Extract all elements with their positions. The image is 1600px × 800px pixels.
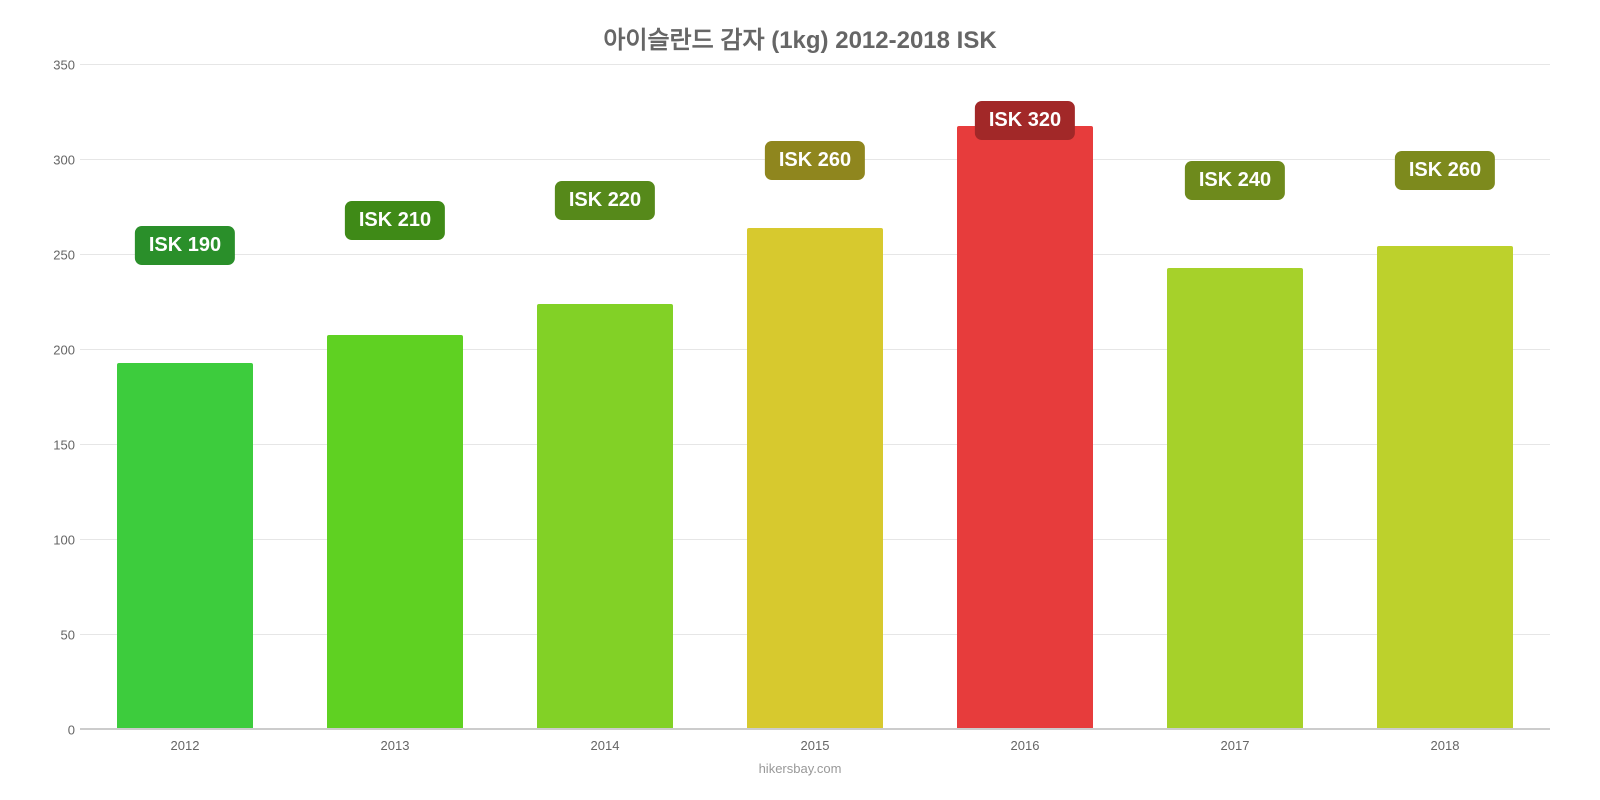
y-tick: 200 bbox=[40, 343, 75, 358]
bar-value-label: ISK 240 bbox=[1185, 161, 1285, 200]
bar-value-label: ISK 260 bbox=[1395, 151, 1495, 190]
y-tick: 50 bbox=[40, 628, 75, 643]
bar bbox=[747, 228, 883, 730]
bar-value-label: ISK 220 bbox=[555, 181, 655, 220]
x-label: 2016 bbox=[937, 738, 1113, 753]
source-text: hikersbay.com bbox=[40, 761, 1560, 776]
bar-group: ISK 190 bbox=[97, 65, 273, 730]
bar-value-label: ISK 210 bbox=[345, 201, 445, 240]
x-label: 2018 bbox=[1357, 738, 1533, 753]
x-label: 2013 bbox=[307, 738, 483, 753]
x-baseline bbox=[80, 728, 1550, 730]
bar bbox=[117, 363, 253, 730]
plot-area: 050100150200250300350 ISK 190ISK 210ISK … bbox=[80, 65, 1550, 730]
bar-group: ISK 320 bbox=[937, 65, 1113, 730]
y-tick: 100 bbox=[40, 533, 75, 548]
bar bbox=[957, 126, 1093, 730]
bar-value-label: ISK 260 bbox=[765, 141, 865, 180]
y-tick: 350 bbox=[40, 58, 75, 73]
bar-group: ISK 260 bbox=[1357, 65, 1533, 730]
bar-group: ISK 210 bbox=[307, 65, 483, 730]
y-tick: 250 bbox=[40, 248, 75, 263]
bar-value-label: ISK 320 bbox=[975, 101, 1075, 140]
x-label: 2014 bbox=[517, 738, 693, 753]
x-label: 2012 bbox=[97, 738, 273, 753]
bar bbox=[327, 335, 463, 730]
y-tick: 0 bbox=[40, 723, 75, 738]
x-label: 2015 bbox=[727, 738, 903, 753]
bar-group: ISK 260 bbox=[727, 65, 903, 730]
bar-value-label: ISK 190 bbox=[135, 226, 235, 265]
chart-title: 아이슬란드 감자 (1kg) 2012-2018 ISK bbox=[40, 20, 1560, 55]
bar-group: ISK 220 bbox=[517, 65, 693, 730]
bar-group: ISK 240 bbox=[1147, 65, 1323, 730]
bar bbox=[1167, 268, 1303, 730]
bar bbox=[537, 304, 673, 730]
bar bbox=[1377, 246, 1513, 731]
bars-area: ISK 190 ISK 210 ISK 220 ISK 260 ISK 320 ISK 2… bbox=[80, 65, 1550, 730]
y-tick: 300 bbox=[40, 153, 75, 168]
x-labels: 2012 2013 2014 2015 2016 2017 2018 bbox=[80, 738, 1550, 753]
x-label: 2017 bbox=[1147, 738, 1323, 753]
y-axis: 050100150200250300350 bbox=[40, 65, 75, 730]
y-tick: 150 bbox=[40, 438, 75, 453]
chart-container: 아이슬란드 감자 (1kg) 2012-2018 ISK 0 50 100 150 20… bbox=[40, 20, 1560, 780]
